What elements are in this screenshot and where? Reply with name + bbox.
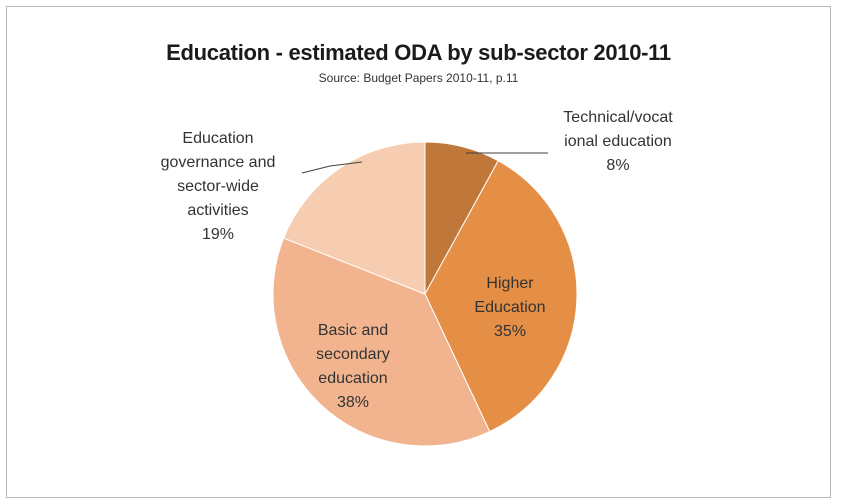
slice-label-3: Basic and secondary education 38% xyxy=(316,319,390,415)
slice-percent-label: 38% xyxy=(336,394,370,411)
slice-label-line: activities xyxy=(187,202,249,219)
leader-lines xyxy=(301,152,548,174)
pie-slices xyxy=(272,141,578,447)
slice-label-line: secondary xyxy=(316,346,390,363)
chart-title: Education - estimated ODA by sub-sector … xyxy=(166,40,671,65)
slice-label-line: Higher xyxy=(486,275,534,292)
pie-slice-2 xyxy=(424,160,578,433)
slice-label-line: ional education xyxy=(564,133,672,150)
slice-label-line: Education xyxy=(182,130,254,147)
slice-label-line: sector-wide xyxy=(177,178,259,195)
slice-percent-label: 8% xyxy=(606,157,630,174)
chart-subtitle: Source: Budget Papers 2010-11, p.11 xyxy=(318,71,519,85)
pie-slice-4 xyxy=(283,141,426,295)
slice-label-line: education xyxy=(318,370,388,387)
slice-label-2: Higher Education 35% xyxy=(474,272,545,344)
slice-label-4: Education governance and sector-wide activi… xyxy=(161,127,276,247)
leader-line-4 xyxy=(301,161,363,174)
pie-slice-3 xyxy=(272,237,491,447)
slice-percent-label: 19% xyxy=(201,226,235,243)
slice-label-line: governance and xyxy=(160,154,276,171)
slice-label-line: Education xyxy=(474,299,546,316)
slice-label-line: Technical/vocat xyxy=(563,109,673,126)
slice-label-1: Technical/vocat ional education 8% xyxy=(563,106,672,178)
slice-label-line: Basic and xyxy=(317,322,389,339)
slice-percent-label: 35% xyxy=(493,323,527,340)
